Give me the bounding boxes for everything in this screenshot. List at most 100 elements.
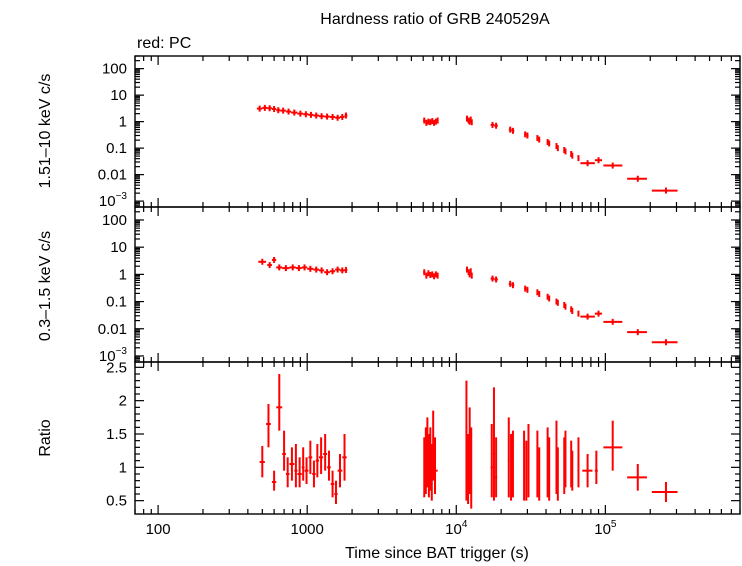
data-point bbox=[546, 293, 549, 300]
data-point bbox=[582, 454, 593, 488]
data-point bbox=[285, 457, 290, 488]
y-tick-label: 0.1 bbox=[106, 140, 127, 157]
data-point bbox=[337, 454, 343, 488]
data-point bbox=[312, 460, 316, 488]
y-tick-label: 2 bbox=[119, 393, 127, 410]
x-tick-label: 104 bbox=[445, 519, 468, 538]
data-point bbox=[334, 480, 338, 504]
data-point bbox=[297, 457, 302, 488]
data-point bbox=[511, 127, 515, 134]
data-point bbox=[436, 272, 439, 279]
data-point bbox=[469, 268, 472, 275]
data-point bbox=[627, 329, 647, 336]
data-point bbox=[536, 430, 539, 498]
data-point bbox=[536, 135, 539, 142]
x-tick-label: 1000 bbox=[290, 521, 323, 538]
data-point bbox=[285, 108, 292, 115]
data-point bbox=[627, 464, 647, 491]
data-point bbox=[431, 118, 434, 125]
y-axis-label-soft: 0.3–1.5 keV c/s bbox=[37, 231, 54, 341]
data-point bbox=[335, 266, 340, 273]
data-point bbox=[548, 140, 551, 147]
data-point bbox=[330, 470, 335, 498]
data-point bbox=[318, 267, 325, 274]
y-tick-label: 0.1 bbox=[106, 294, 127, 311]
data-point bbox=[556, 299, 559, 306]
data-point bbox=[297, 110, 304, 117]
data-point bbox=[603, 420, 623, 471]
data-point bbox=[511, 430, 514, 498]
data-point bbox=[344, 266, 348, 273]
data-point bbox=[548, 295, 551, 302]
data-point bbox=[564, 430, 567, 488]
data-point bbox=[538, 447, 541, 501]
data-point bbox=[323, 434, 328, 471]
data-point bbox=[510, 434, 513, 501]
data-point bbox=[523, 430, 526, 501]
data-point bbox=[271, 105, 277, 112]
data-point bbox=[564, 148, 567, 155]
data-point bbox=[324, 113, 330, 120]
data-point bbox=[526, 286, 529, 293]
data-point bbox=[339, 113, 345, 120]
data-point bbox=[424, 427, 427, 494]
data-point bbox=[571, 152, 574, 159]
y-tick-label: 1 bbox=[119, 266, 127, 283]
data-point bbox=[526, 132, 529, 139]
data-point bbox=[335, 114, 340, 121]
data-point bbox=[524, 285, 527, 292]
data-point bbox=[527, 424, 530, 498]
data-point bbox=[301, 264, 308, 271]
data-point bbox=[594, 450, 598, 484]
data-point bbox=[511, 282, 515, 289]
data-point bbox=[538, 290, 541, 297]
data-point bbox=[436, 117, 439, 124]
data-point bbox=[276, 107, 281, 114]
data-point bbox=[494, 276, 498, 283]
data-point bbox=[651, 339, 678, 346]
data-point bbox=[556, 447, 559, 501]
data-point bbox=[313, 112, 319, 119]
data-point bbox=[490, 424, 493, 498]
data-point bbox=[468, 271, 471, 278]
data-point bbox=[318, 437, 324, 474]
data-point bbox=[258, 258, 267, 265]
y-tick-label: 1.5 bbox=[106, 426, 127, 443]
data-point bbox=[308, 111, 314, 118]
chart-title: Hardness ratio of GRB 240529A bbox=[320, 11, 550, 28]
data-point bbox=[603, 318, 623, 325]
data-point bbox=[294, 444, 298, 488]
data-point bbox=[564, 303, 567, 310]
data-point bbox=[577, 437, 580, 488]
y-tick-label: 0.01 bbox=[98, 321, 127, 338]
data-point bbox=[425, 272, 428, 279]
y-tick-label: 100 bbox=[102, 61, 127, 78]
y-axis-label-ratio: Ratio bbox=[37, 419, 54, 456]
data-point bbox=[425, 119, 428, 126]
data-point bbox=[508, 280, 512, 287]
data-point bbox=[507, 417, 510, 498]
data-point bbox=[429, 427, 432, 491]
data-point bbox=[282, 265, 290, 272]
data-point bbox=[327, 450, 331, 481]
data-point bbox=[548, 437, 551, 501]
data-point bbox=[494, 122, 498, 129]
data-point bbox=[276, 374, 283, 431]
data-point bbox=[267, 105, 272, 112]
data-point bbox=[492, 387, 496, 501]
data-point bbox=[427, 270, 430, 277]
data-point bbox=[651, 482, 678, 502]
data-point bbox=[282, 430, 286, 471]
data-point bbox=[262, 104, 268, 111]
data-point bbox=[433, 437, 438, 494]
data-point bbox=[580, 160, 595, 167]
data-point bbox=[291, 109, 298, 116]
data-point bbox=[429, 271, 432, 278]
data-point bbox=[594, 157, 603, 164]
data-point bbox=[470, 272, 473, 279]
data-point bbox=[465, 380, 468, 501]
panel-soft-band: 100 10 1 0.1 0.01 10−3 bbox=[98, 206, 741, 365]
data-point bbox=[538, 136, 541, 143]
data-point bbox=[271, 470, 277, 491]
